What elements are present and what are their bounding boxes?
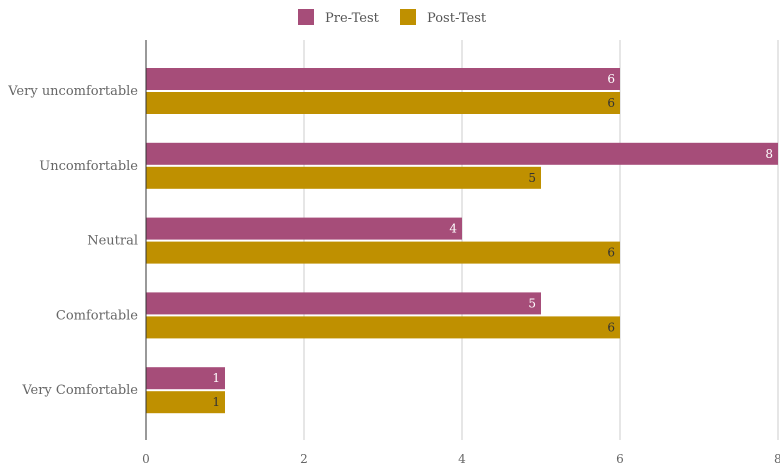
legend-swatch-0 — [298, 9, 314, 25]
bars: 6 6 8 5 4 6 5 6 1 1 — [146, 68, 778, 414]
category-labels: Very uncomfortable Uncomfortable Neutral Co… — [7, 84, 138, 398]
bar-value-label-2-1: 6 — [607, 246, 615, 260]
legend-label-0: Pre-Test — [325, 11, 380, 26]
bar-value-label-0-0: 6 — [607, 72, 615, 86]
bar-0-1 — [146, 92, 620, 114]
bar-value-label-4-0: 1 — [212, 371, 220, 385]
category-label-4: Very Comfortable — [21, 383, 138, 398]
bar-4-1 — [146, 391, 225, 414]
x-tick-label-3: 6 — [616, 452, 624, 465]
bar-value-label-2-0: 4 — [449, 222, 457, 236]
category-label-3: Comfortable — [56, 308, 138, 323]
category-label-2: Neutral — [87, 234, 138, 249]
x-tick-label-4: 8 — [774, 452, 780, 465]
bar-value-label-3-0: 5 — [528, 296, 536, 310]
bar-value-label-4-1: 1 — [212, 395, 220, 409]
bar-value-label-1-0: 8 — [765, 147, 773, 161]
bar-4-0 — [146, 367, 225, 390]
x-tick-label-0: 0 — [142, 452, 150, 465]
x-tick-label-2: 4 — [458, 452, 466, 465]
legend: Pre-Test Post-Test — [298, 9, 487, 26]
bar-0-0 — [146, 68, 620, 90]
legend-swatch-1 — [400, 9, 416, 25]
x-tick-label-1: 2 — [300, 452, 308, 465]
bar-2-1 — [146, 241, 620, 264]
bar-value-label-0-1: 6 — [607, 96, 615, 110]
bar-3-1 — [146, 316, 620, 339]
bar-2-0 — [146, 217, 462, 240]
legend-label-1: Post-Test — [427, 11, 487, 26]
category-label-0: Very uncomfortable — [7, 84, 138, 99]
bar-value-label-1-1: 5 — [528, 171, 536, 185]
category-label-1: Uncomfortable — [39, 159, 138, 174]
bar-3-0 — [146, 292, 541, 315]
x-tick-labels: 0 2 4 6 8 — [142, 452, 780, 465]
bar-value-label-3-1: 6 — [607, 320, 615, 334]
bar-1-0 — [146, 142, 778, 165]
bar-1-1 — [146, 166, 541, 189]
